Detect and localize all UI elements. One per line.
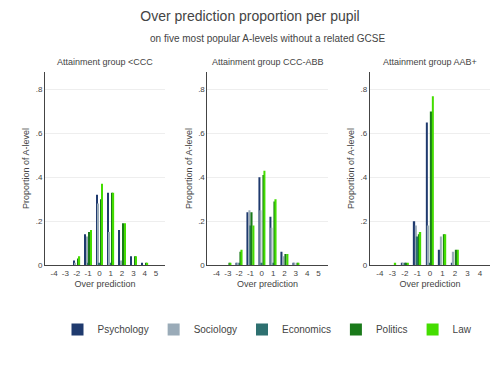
svg-text:1: 1 xyxy=(109,269,114,278)
svg-text:.4: .4 xyxy=(361,173,368,182)
svg-text:0: 0 xyxy=(38,261,43,270)
svg-text:.6: .6 xyxy=(198,129,205,138)
svg-text:Attainment group AAB+: Attainment group AAB+ xyxy=(383,57,477,67)
svg-text:0: 0 xyxy=(363,261,368,270)
svg-text:4: 4 xyxy=(305,269,310,278)
svg-text:-1: -1 xyxy=(247,269,255,278)
svg-text:.8: .8 xyxy=(361,85,368,94)
svg-text:2: 2 xyxy=(282,269,287,278)
svg-text:0: 0 xyxy=(97,269,102,278)
svg-text:3: 3 xyxy=(131,269,136,278)
svg-text:-1: -1 xyxy=(85,269,93,278)
svg-text:Economics: Economics xyxy=(282,324,331,335)
svg-text:1: 1 xyxy=(440,269,445,278)
svg-text:0: 0 xyxy=(260,269,265,278)
svg-text:.6: .6 xyxy=(36,129,43,138)
svg-text:-1: -1 xyxy=(414,269,422,278)
svg-text:3: 3 xyxy=(294,269,299,278)
svg-text:5: 5 xyxy=(316,269,321,278)
svg-text:5: 5 xyxy=(154,269,159,278)
svg-text:Over prediction: Over prediction xyxy=(399,279,460,289)
svg-text:Attainment group <CCC: Attainment group <CCC xyxy=(57,57,153,67)
svg-text:.2: .2 xyxy=(36,217,43,226)
svg-text:on five most popular A-levels: on five most popular A-levels without a … xyxy=(150,33,385,44)
svg-text:Law: Law xyxy=(453,324,472,335)
svg-text:-4: -4 xyxy=(51,269,59,278)
svg-text:.4: .4 xyxy=(36,173,43,182)
svg-text:Over prediction: Over prediction xyxy=(75,279,136,289)
svg-text:-4: -4 xyxy=(213,269,221,278)
svg-text:0: 0 xyxy=(428,269,433,278)
svg-text:-2: -2 xyxy=(73,269,81,278)
svg-text:-2: -2 xyxy=(236,269,244,278)
svg-text:Politics: Politics xyxy=(376,324,408,335)
svg-text:Proportion of A-level: Proportion of A-level xyxy=(346,128,356,209)
svg-text:-4: -4 xyxy=(376,269,384,278)
svg-text:.6: .6 xyxy=(361,129,368,138)
svg-text:Proportion of A-level: Proportion of A-level xyxy=(21,128,31,209)
svg-text:.8: .8 xyxy=(36,85,43,94)
svg-text:-3: -3 xyxy=(62,269,70,278)
svg-text:-3: -3 xyxy=(224,269,232,278)
svg-text:-3: -3 xyxy=(389,269,397,278)
svg-text:Over prediction proportion per: Over prediction proportion per pupil xyxy=(140,8,359,24)
svg-text:2: 2 xyxy=(120,269,125,278)
svg-text:.2: .2 xyxy=(361,217,368,226)
svg-text:Attainment group CCC-ABB: Attainment group CCC-ABB xyxy=(212,57,324,67)
svg-text:Over prediction: Over prediction xyxy=(237,279,298,289)
svg-text:.8: .8 xyxy=(198,85,205,94)
svg-text:Sociology: Sociology xyxy=(194,324,237,335)
svg-text:Psychology: Psychology xyxy=(98,324,149,335)
svg-text:2: 2 xyxy=(453,269,458,278)
svg-text:1: 1 xyxy=(271,269,276,278)
svg-text:4: 4 xyxy=(143,269,148,278)
svg-text:Proportion of A-level: Proportion of A-level xyxy=(184,128,194,209)
svg-text:0: 0 xyxy=(200,261,205,270)
svg-text:3: 3 xyxy=(465,269,470,278)
svg-text:4: 4 xyxy=(478,269,483,278)
svg-text:.4: .4 xyxy=(198,173,205,182)
svg-text:-2: -2 xyxy=(401,269,409,278)
svg-text:.2: .2 xyxy=(198,217,205,226)
